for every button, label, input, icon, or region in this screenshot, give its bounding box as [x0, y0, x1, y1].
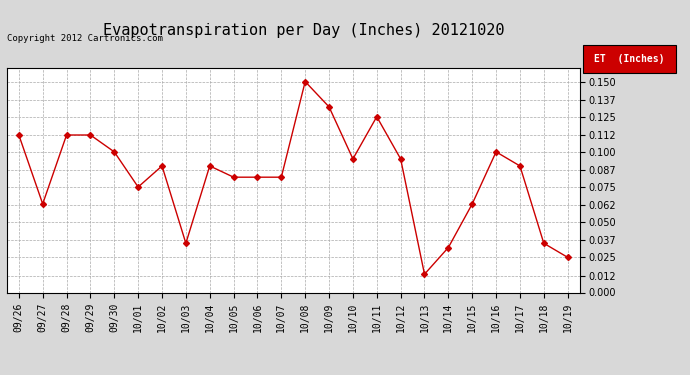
Text: Copyright 2012 Cartronics.com: Copyright 2012 Cartronics.com — [7, 34, 163, 43]
Text: ET  (Inches): ET (Inches) — [594, 54, 665, 64]
Text: Evapotranspiration per Day (Inches) 20121020: Evapotranspiration per Day (Inches) 2012… — [103, 22, 504, 38]
